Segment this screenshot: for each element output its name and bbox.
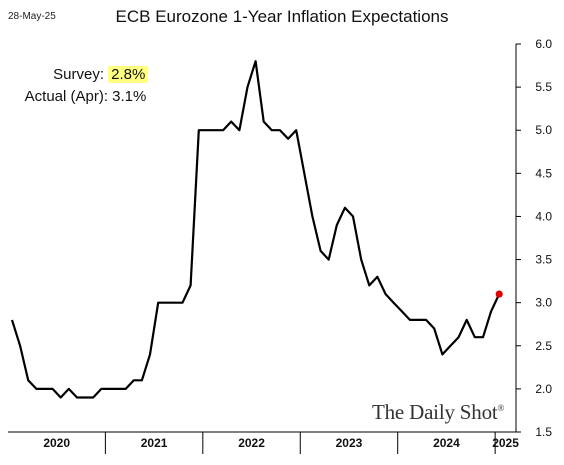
date-stamp: 28-May-25 <box>8 11 56 22</box>
latest-point-marker <box>495 290 503 298</box>
chart-title: ECB Eurozone 1-Year Inflation Expectatio… <box>115 7 449 26</box>
y-tick-label: 2.5 <box>535 339 552 353</box>
actual-value: 3.1% <box>112 88 147 105</box>
y-tick-label: 5.5 <box>535 80 552 94</box>
y-tick-label: 2.0 <box>535 382 552 396</box>
brand-mark: ® <box>497 403 505 413</box>
brand-name: The Daily Shot <box>372 400 498 424</box>
survey-label: Survey: <box>53 66 104 83</box>
chart-series <box>10 60 503 399</box>
y-tick-label: 5.0 <box>535 123 552 137</box>
brand-logo: The Daily Shot® <box>372 400 504 425</box>
survey-value: 2.8% <box>108 66 149 83</box>
x-year-label: 2023 <box>336 436 363 450</box>
y-tick-label: 6.0 <box>535 37 552 51</box>
y-tick-label: 4.5 <box>535 166 552 180</box>
chart-axes: 1.5 2.0 2.5 3.0 3.5 4.0 4.5 5.0 5.5 6.0 2020 2021 20… <box>8 37 552 454</box>
y-tick-label: 3.0 <box>535 296 552 310</box>
x-year-label: 2025 <box>492 436 519 450</box>
actual-annotation: Actual (Apr): 3.1% <box>12 88 147 105</box>
y-tick-label: 3.5 <box>535 253 552 267</box>
x-year-label: 2020 <box>43 436 70 450</box>
x-year-label: 2024 <box>433 436 460 450</box>
x-year-label: 2022 <box>238 436 265 450</box>
x-year-label: 2021 <box>141 436 168 450</box>
survey-annotation: Survey: 2.8% <box>12 66 149 83</box>
y-tick-label: 1.5 <box>535 425 552 439</box>
series-line <box>10 60 501 399</box>
y-tick-label: 4.0 <box>535 209 552 223</box>
actual-label: Actual (Apr): <box>24 88 108 105</box>
